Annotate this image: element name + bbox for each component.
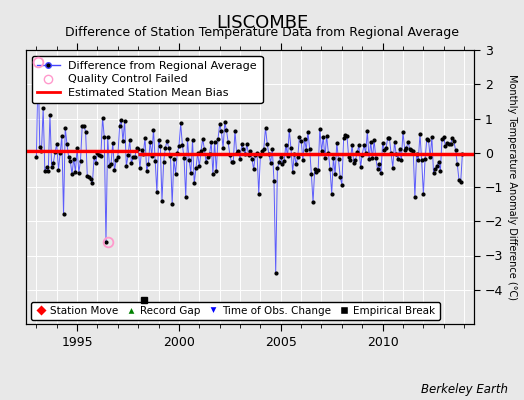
Text: Berkeley Earth: Berkeley Earth	[421, 383, 508, 396]
Text: LISCOMBE: LISCOMBE	[216, 14, 308, 32]
Legend: Station Move, Record Gap, Time of Obs. Change, Empirical Break: Station Move, Record Gap, Time of Obs. C…	[31, 302, 440, 320]
Y-axis label: Monthly Temperature Anomaly Difference (°C): Monthly Temperature Anomaly Difference (…	[507, 74, 517, 300]
Text: Difference of Station Temperature Data from Regional Average: Difference of Station Temperature Data f…	[65, 26, 459, 39]
